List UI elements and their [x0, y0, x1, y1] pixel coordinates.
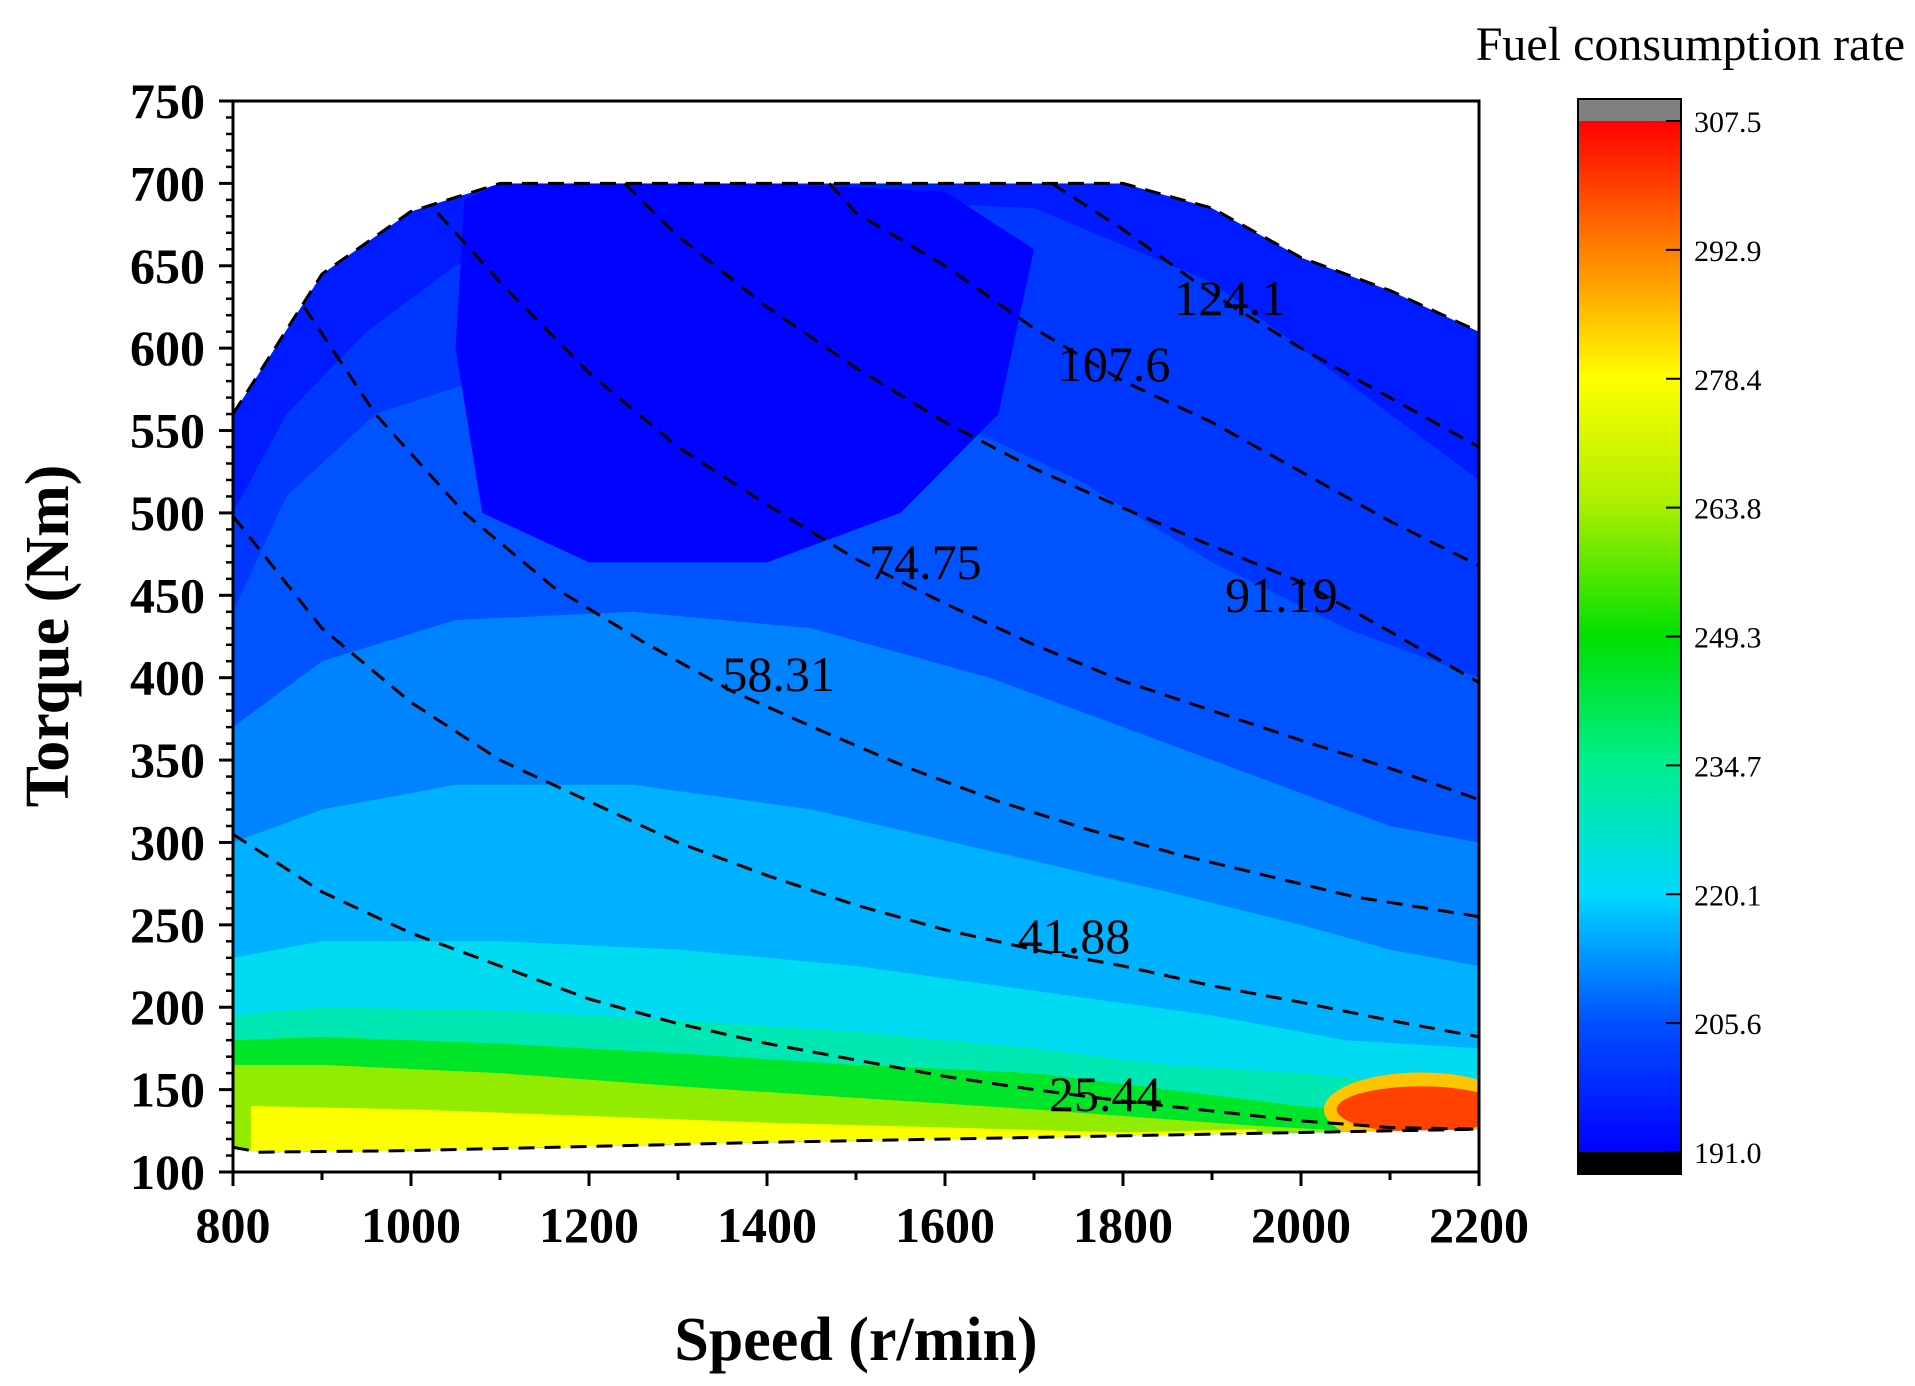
heat-low-region [455, 183, 1034, 563]
y-tick-label: 700 [130, 155, 205, 211]
power-contour-124.1 [1050, 182, 1480, 449]
x-tick-label: 1200 [539, 1197, 639, 1253]
power-contour-25.44 [232, 832, 1480, 1131]
colorbar: 191.0 205.6 220.1 234.7 249.3 263.8 278.4 292.9… [1577, 98, 1762, 1175]
contour-label-107.6: 107.6 [1058, 336, 1171, 392]
colorbar-gradient [1578, 121, 1681, 1152]
power-contour-41.88 [231, 515, 1480, 1039]
x-tick-label: 2000 [1251, 1197, 1351, 1253]
contour-label-58.31: 58.31 [722, 646, 835, 702]
power-contour-91.19 [623, 182, 1480, 684]
x-tick-label: 1000 [361, 1197, 461, 1253]
colorbar-tick-label: 249.3 [1694, 622, 1762, 655]
contour-label-124.1: 124.1 [1174, 270, 1287, 326]
colorbar-under-swatch [1578, 1152, 1681, 1174]
colorbar-tick-label: 234.7 [1694, 750, 1762, 783]
contour-label-74.75: 74.75 [869, 534, 982, 590]
x-tick-label: 1600 [895, 1197, 995, 1253]
boundary-top [231, 181, 1480, 415]
y-tick-label: 300 [130, 814, 205, 870]
y-tick-label: 350 [130, 732, 205, 788]
y-tick-label: 150 [130, 1062, 205, 1118]
power-contour-74.75 [436, 211, 1480, 802]
y-tick-label: 100 [130, 1144, 205, 1200]
boundary-bottom [232, 1127, 1480, 1154]
x-tick-label: 1800 [1073, 1197, 1173, 1253]
x-tick-label: 1400 [717, 1197, 817, 1253]
y-tick-label: 650 [130, 238, 205, 294]
y-tick-label: 750 [130, 73, 205, 129]
colorbar-tick-label: 205.6 [1694, 1008, 1762, 1041]
colorbar-tick-label: 191.0 [1694, 1137, 1762, 1170]
y-tick-label: 200 [130, 979, 205, 1035]
heat-band-9 [250, 1106, 1257, 1153]
colorbar-title: Fuel consumption rate [1476, 18, 1905, 71]
power-contours [231, 182, 1480, 1131]
colorbar-tick-label: 263.8 [1694, 493, 1762, 526]
y-tick-label: 600 [130, 320, 205, 376]
contour-label-91.19: 91.19 [1225, 567, 1338, 623]
contour-label-41.88: 41.88 [1018, 908, 1131, 964]
heat-hot-spot [1336, 1086, 1479, 1133]
power-contour-58.31 [302, 306, 1480, 919]
colorbar-over-swatch [1578, 99, 1681, 121]
y-tick-label: 450 [130, 567, 205, 623]
x-axis: 800 1000 1200 1400 1600 1800 2000 2200 [196, 1172, 1529, 1253]
colorbar-tick-label: 278.4 [1694, 364, 1762, 397]
y-tick-label: 400 [130, 650, 205, 706]
contour-label-25.44: 25.44 [1049, 1066, 1162, 1122]
colorbar-tick-label: 220.1 [1694, 879, 1762, 912]
y-tick-label: 550 [130, 403, 205, 459]
colorbar-tick-label: 307.5 [1694, 106, 1762, 139]
map-boundary [231, 181, 1480, 1154]
y-tick-label: 250 [130, 897, 205, 953]
y-tick-label: 500 [130, 485, 205, 541]
y-axis: 100 150 200 250 300 350 400 450 500 550 600 650 700 7… [130, 73, 233, 1200]
colorbar-tick-label: 292.9 [1694, 235, 1762, 268]
x-axis-title: Speed (r/min) [674, 1306, 1037, 1374]
fuel-map-surface [233, 183, 1479, 1153]
x-tick-label: 2200 [1429, 1197, 1529, 1253]
x-tick-label: 800 [196, 1197, 271, 1253]
y-axis-title: Torque (Nm) [14, 465, 82, 808]
